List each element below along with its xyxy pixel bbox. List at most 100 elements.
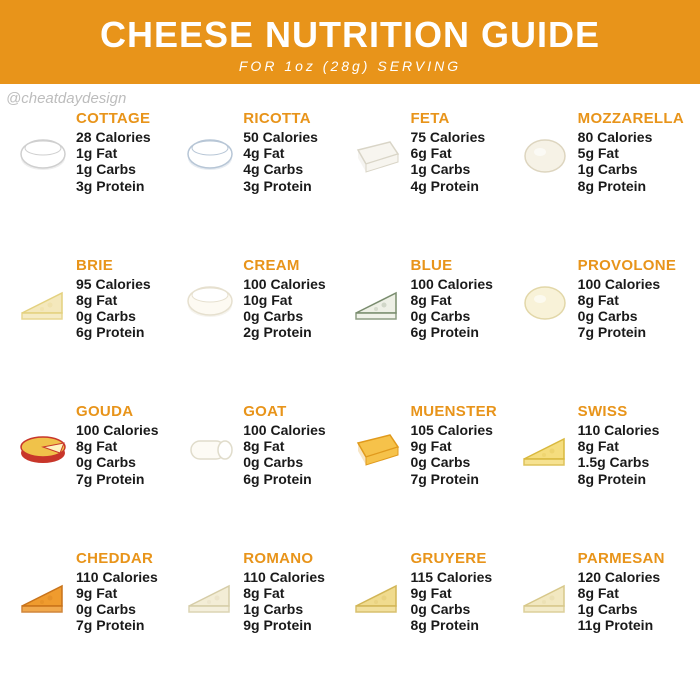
cheese-fat: 9g Fat xyxy=(410,438,497,454)
cheese-card: GRUYERE 115 Calories 9g Fat 0g Carbs 8g … xyxy=(350,550,507,679)
cheese-card: SWISS 110 Calories 8g Fat 1.5g Carbs 8g … xyxy=(518,403,684,532)
cheese-name: CREAM xyxy=(243,257,326,274)
cheese-name: GOAT xyxy=(243,403,326,420)
cheese-carbs: 1.5g Carbs xyxy=(578,454,660,470)
cheese-fat: 8g Fat xyxy=(578,585,665,601)
cheese-icon xyxy=(183,421,237,475)
cheese-card: MUENSTER 105 Calories 9g Fat 0g Carbs 7g… xyxy=(350,403,507,532)
cheese-card: CHEDDAR 110 Calories 9g Fat 0g Carbs 7g … xyxy=(16,550,173,679)
cheese-calories: 100 Calories xyxy=(243,422,326,438)
cheese-info: GOAT 100 Calories 8g Fat 0g Carbs 6g Pro… xyxy=(243,403,326,487)
cheese-card: BRIE 95 Calories 8g Fat 0g Carbs 6g Prot… xyxy=(16,257,173,386)
cheese-icon xyxy=(16,568,70,622)
cheese-name: MUENSTER xyxy=(410,403,497,420)
cheese-info: PROVOLONE 100 Calories 8g Fat 0g Carbs 7… xyxy=(578,257,677,341)
cheese-calories: 110 Calories xyxy=(243,569,325,585)
cheese-protein: 7g Protein xyxy=(76,617,158,633)
cheese-calories: 105 Calories xyxy=(410,422,497,438)
cheese-info: COTTAGE 28 Calories 1g Fat 1g Carbs 3g P… xyxy=(76,110,151,194)
cheese-protein: 2g Protein xyxy=(243,324,326,340)
cheese-name: COTTAGE xyxy=(76,110,151,127)
cheese-info: RICOTTA 50 Calories 4g Fat 4g Carbs 3g P… xyxy=(243,110,318,194)
cheese-card: PARMESAN 120 Calories 8g Fat 1g Carbs 11… xyxy=(518,550,684,679)
cheese-card: GOAT 100 Calories 8g Fat 0g Carbs 6g Pro… xyxy=(183,403,340,532)
cheese-carbs: 0g Carbs xyxy=(410,454,497,470)
cheese-protein: 7g Protein xyxy=(410,471,497,487)
cheese-card: GOUDA 100 Calories 8g Fat 0g Carbs 7g Pr… xyxy=(16,403,173,532)
cheese-fat: 8g Fat xyxy=(578,438,660,454)
cheese-fat: 4g Fat xyxy=(243,145,318,161)
cheese-name: BLUE xyxy=(410,257,493,274)
cheese-protein: 7g Protein xyxy=(578,324,677,340)
cheese-name: GOUDA xyxy=(76,403,159,420)
cheese-carbs: 1g Carbs xyxy=(578,601,665,617)
header: CHEESE NUTRITION GUIDE FOR 1oz (28g) SER… xyxy=(0,0,700,84)
cheese-fat: 6g Fat xyxy=(410,145,485,161)
cheese-calories: 95 Calories xyxy=(76,276,151,292)
cheese-protein: 7g Protein xyxy=(76,471,159,487)
cheese-calories: 28 Calories xyxy=(76,129,151,145)
cheese-info: GRUYERE 115 Calories 9g Fat 0g Carbs 8g … xyxy=(410,550,492,634)
cheese-protein: 3g Protein xyxy=(76,178,151,194)
cheese-protein: 6g Protein xyxy=(76,324,151,340)
cheese-name: MOZZARELLA xyxy=(578,110,684,127)
cheese-calories: 100 Calories xyxy=(76,422,159,438)
cheese-fat: 8g Fat xyxy=(76,292,151,308)
cheese-protein: 6g Protein xyxy=(410,324,493,340)
cheese-calories: 100 Calories xyxy=(243,276,326,292)
page-title: CHEESE NUTRITION GUIDE xyxy=(0,14,700,56)
cheese-icon xyxy=(16,421,70,475)
cheese-info: BLUE 100 Calories 8g Fat 0g Carbs 6g Pro… xyxy=(410,257,493,341)
cheese-card: PROVOLONE 100 Calories 8g Fat 0g Carbs 7… xyxy=(518,257,684,386)
cheese-name: GRUYERE xyxy=(410,550,492,567)
cheese-fat: 10g Fat xyxy=(243,292,326,308)
cheese-carbs: 1g Carbs xyxy=(243,601,325,617)
cheese-name: CHEDDAR xyxy=(76,550,158,567)
cheese-info: CHEDDAR 110 Calories 9g Fat 0g Carbs 7g … xyxy=(76,550,158,634)
cheese-icon xyxy=(350,421,404,475)
cheese-info: PARMESAN 120 Calories 8g Fat 1g Carbs 11… xyxy=(578,550,665,634)
cheese-name: RICOTTA xyxy=(243,110,318,127)
cheese-icon xyxy=(16,275,70,329)
cheese-info: SWISS 110 Calories 8g Fat 1.5g Carbs 8g … xyxy=(578,403,660,487)
cheese-grid: COTTAGE 28 Calories 1g Fat 1g Carbs 3g P… xyxy=(0,84,700,688)
cheese-carbs: 4g Carbs xyxy=(243,161,318,177)
cheese-icon xyxy=(518,421,572,475)
cheese-protein: 9g Protein xyxy=(243,617,325,633)
cheese-protein: 8g Protein xyxy=(578,178,684,194)
cheese-carbs: 0g Carbs xyxy=(76,454,159,470)
cheese-calories: 75 Calories xyxy=(410,129,485,145)
cheese-name: PARMESAN xyxy=(578,550,665,567)
cheese-card: MOZZARELLA 80 Calories 5g Fat 1g Carbs 8… xyxy=(518,110,684,239)
cheese-protein: 4g Protein xyxy=(410,178,485,194)
cheese-carbs: 0g Carbs xyxy=(410,308,493,324)
cheese-fat: 5g Fat xyxy=(578,145,684,161)
cheese-name: ROMANO xyxy=(243,550,325,567)
cheese-protein: 11g Protein xyxy=(578,617,665,633)
cheese-icon xyxy=(350,275,404,329)
cheese-info: MUENSTER 105 Calories 9g Fat 0g Carbs 7g… xyxy=(410,403,497,487)
cheese-calories: 120 Calories xyxy=(578,569,665,585)
cheese-carbs: 1g Carbs xyxy=(410,161,485,177)
cheese-protein: 3g Protein xyxy=(243,178,318,194)
cheese-calories: 115 Calories xyxy=(410,569,492,585)
cheese-protein: 8g Protein xyxy=(578,471,660,487)
cheese-carbs: 0g Carbs xyxy=(76,601,158,617)
cheese-calories: 100 Calories xyxy=(410,276,493,292)
cheese-icon xyxy=(183,568,237,622)
cheese-carbs: 0g Carbs xyxy=(243,454,326,470)
cheese-fat: 8g Fat xyxy=(578,292,677,308)
cheese-carbs: 0g Carbs xyxy=(76,308,151,324)
cheese-fat: 8g Fat xyxy=(243,585,325,601)
cheese-card: BLUE 100 Calories 8g Fat 0g Carbs 6g Pro… xyxy=(350,257,507,386)
cheese-card: CREAM 100 Calories 10g Fat 0g Carbs 2g P… xyxy=(183,257,340,386)
cheese-calories: 50 Calories xyxy=(243,129,318,145)
cheese-carbs: 0g Carbs xyxy=(410,601,492,617)
cheese-card: FETA 75 Calories 6g Fat 1g Carbs 4g Prot… xyxy=(350,110,507,239)
cheese-info: GOUDA 100 Calories 8g Fat 0g Carbs 7g Pr… xyxy=(76,403,159,487)
cheese-fat: 8g Fat xyxy=(410,292,493,308)
cheese-icon xyxy=(518,275,572,329)
page-subtitle: FOR 1oz (28g) SERVING xyxy=(0,58,700,74)
cheese-name: BRIE xyxy=(76,257,151,274)
cheese-icon xyxy=(183,128,237,182)
